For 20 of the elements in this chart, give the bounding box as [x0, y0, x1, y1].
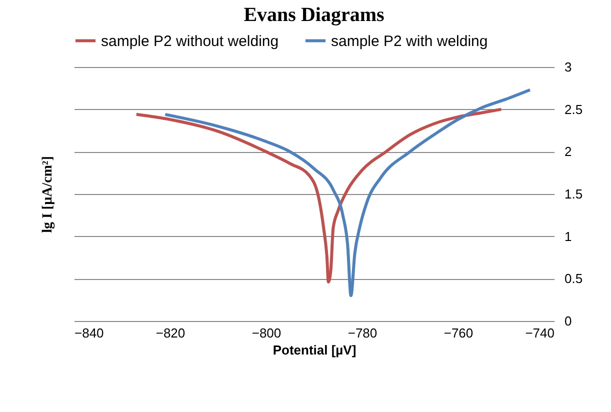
y-tick-label: 1.5 — [564, 186, 583, 202]
line-series — [164, 88, 532, 298]
y-tick-label: 1 — [564, 228, 572, 244]
line-series — [134, 108, 503, 284]
x-tick-label: −800 — [252, 326, 282, 340]
y-tick-label: 2 — [564, 144, 572, 160]
chart-title: Evans Diagrams — [244, 4, 384, 26]
y-tick-label: 0 — [564, 314, 572, 328]
x-tick-label: −820 — [156, 326, 186, 340]
x-tick-label: −740 — [525, 326, 554, 340]
y-tick-label: 3 — [564, 60, 572, 74]
legend-label: sample P2 with welding — [331, 32, 488, 50]
x-tick-label: −780 — [348, 326, 378, 340]
y-tick-label: 2.5 — [564, 102, 583, 117]
y-axis-title: lg I [µA/cm²] — [40, 156, 56, 233]
x-tick-label: −760 — [444, 326, 474, 340]
legend-label: sample P2 without welding — [101, 32, 279, 50]
x-tick-label: −840 — [74, 326, 104, 340]
x-axis-title: Potential [µV] — [272, 342, 356, 358]
y-tick-label: 0.5 — [564, 271, 583, 286]
